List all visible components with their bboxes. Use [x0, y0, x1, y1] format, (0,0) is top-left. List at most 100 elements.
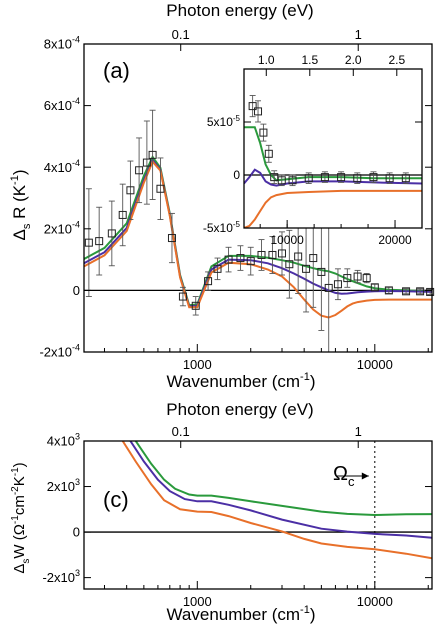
inset-data-point [254, 107, 263, 116]
panel-a-data-point [353, 272, 362, 281]
panel-a-data-point [294, 252, 303, 261]
omega-c-annotation: Ωc [333, 463, 355, 489]
panel-a-data-point [178, 292, 187, 301]
inset-top-tick-label: 1.0 [258, 53, 275, 67]
panel-a-plot: 1000 10000 0.1 1 8x10-4 6x10-4 4x10-4 2x10-4 0 -2… [39, 27, 435, 372]
panel-a-data-point [156, 184, 165, 193]
panel-a-data-point [277, 249, 286, 258]
panel-c-label: (c) [103, 487, 129, 512]
inset-y-tick-label: 0 [233, 168, 240, 182]
inset-x-tick-label: 10000 [270, 233, 304, 247]
inset-top-tick-label: 2.5 [388, 53, 405, 67]
panel-c-y-tick-label: 4x103 [47, 432, 80, 449]
panel-a-x-tick-label: 10000 [357, 357, 393, 372]
inset-data-point [385, 174, 394, 183]
panel-a-frame [83, 43, 433, 353]
panel-a-y-tick-label: 8x10-4 [44, 35, 80, 52]
panel-a-data-point [148, 150, 157, 159]
inset-data-point [270, 173, 279, 182]
panel-a-data-point [317, 267, 326, 276]
panel-a-data-point [268, 250, 277, 259]
panel-a-y-tick-label: 4x10-4 [44, 158, 80, 175]
panel-c-x-tick-label: 1000 [183, 594, 212, 609]
panel-a-data-point [362, 274, 371, 283]
inset-data-point [248, 102, 257, 111]
inset-data-point [337, 173, 346, 182]
inset-top-tick-label: 2.0 [345, 53, 362, 67]
panel-a-data-point [402, 287, 411, 296]
panel-a-data-point [224, 255, 233, 264]
panel-a-data-point [370, 283, 379, 292]
panel-a-data-point [257, 250, 266, 259]
panel-c-series-line-1 [129, 441, 432, 539]
panel-c-omega-c-arrowhead [361, 472, 369, 480]
inset-data-point [320, 173, 329, 182]
inset-plot: 10000 20000 1.0 1.5 2.0 2.5 5x10-5 0 -5x10-5 [203, 53, 423, 247]
panel-c-frame [83, 440, 433, 590]
panel-a-data-point [135, 166, 144, 175]
panel-c-x-axis-label: Wavenumber (cm-1) [167, 604, 316, 624]
panel-a-x-axis-label: Wavenumber (cm-1) [167, 371, 316, 391]
panel-a-data-point [236, 254, 245, 263]
panel-c-y-tick-label: 0 [73, 525, 80, 540]
panel-a-data-point [416, 287, 425, 296]
panel-c-top-tick-label: 0.1 [172, 424, 190, 439]
panel-a-data-point [84, 238, 93, 247]
panel-a-top-tick-label: 1 [355, 27, 362, 42]
panel-a-data-point [343, 274, 352, 283]
panel-c-y-axis-label: ΔsW (Ω-1cm-2K-1) [10, 462, 32, 573]
panel-a-data-point [324, 283, 333, 292]
panel-a-data-point [246, 257, 255, 266]
inset-data-point [277, 176, 286, 185]
inset-y-tick-label: 5x10-5 [207, 114, 241, 129]
inset-data-point [353, 174, 362, 183]
panel-a-label: (a) [103, 58, 130, 83]
inset-series-line-2 [244, 189, 422, 228]
panel-a-data-point [285, 260, 294, 269]
panel-a-data-point [191, 301, 200, 310]
inset-series-line-1 [244, 168, 422, 187]
inset-background [244, 69, 422, 228]
panel-a-data-point [118, 210, 127, 219]
panel-a-data-point [309, 254, 318, 263]
panel-a-data-point [302, 264, 311, 273]
panel-a-y-tick-label: -2x10-4 [39, 343, 80, 360]
inset-y-tick-label: -5x10-5 [203, 220, 241, 235]
panel-c-series-line-2 [121, 441, 432, 560]
panel-a-data-point [426, 287, 435, 296]
panel-c-top-tick-label: 1 [355, 424, 362, 439]
inset-data-point [401, 174, 410, 183]
inset-data-point [304, 174, 313, 183]
inset-data-point [288, 176, 297, 185]
panel-a-data-point [142, 158, 151, 167]
panel-a-y-axis-label: Δs R (K-1) [9, 169, 33, 240]
panel-c-y-tick-label: -2x103 [42, 568, 80, 585]
panel-a-top-axis-label: Photon energy (eV) [166, 1, 313, 20]
panel-a-y-tick-label: 0 [73, 283, 80, 298]
inset-frame [243, 68, 423, 229]
inset-x-tick-label: 20000 [378, 233, 412, 247]
panel-a-data-point [213, 264, 222, 273]
panel-a-data-point [204, 277, 213, 286]
panel-a-top-tick-label: 0.1 [172, 27, 190, 42]
inset-data-point [369, 173, 378, 182]
panel-a-x-tick-label: 1000 [183, 357, 212, 372]
panel-a-data-point [95, 237, 104, 246]
panel-a-data-point [384, 286, 393, 295]
panel-c-y-tick-label: 2x103 [47, 477, 80, 494]
panel-a-data-point [167, 234, 176, 243]
panel-a-data-point [333, 280, 342, 289]
panel-c-top-axis-label: Photon energy (eV) [166, 400, 313, 419]
panel-c-plot: 1000 10000 0.1 1 4x103 2x103 0 -2x103 [42, 424, 433, 609]
panel-c-x-tick-label: 10000 [357, 594, 393, 609]
panel-a-data-point [126, 186, 135, 195]
inset-data-point [259, 128, 268, 137]
inset-top-tick-label: 1.5 [301, 53, 318, 67]
panel-c-series-line-0 [134, 441, 432, 517]
panel-a-y-tick-label: 6x10-4 [44, 96, 80, 113]
panel-a-y-tick-label: 2x10-4 [44, 219, 80, 236]
inset-data-point [264, 149, 273, 158]
panel-a-data-point [107, 229, 116, 238]
